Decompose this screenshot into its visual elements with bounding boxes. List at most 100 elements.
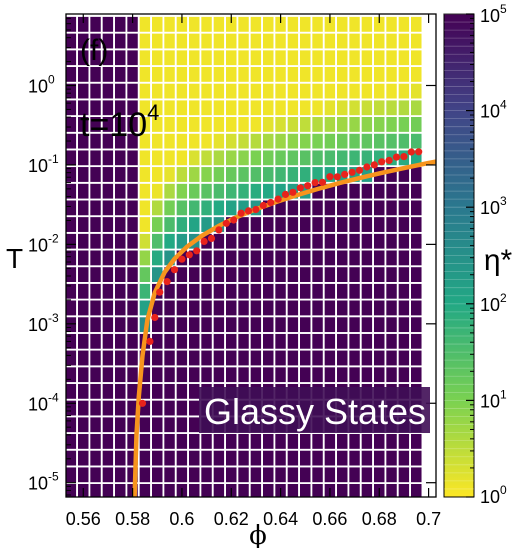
heatmap-cell [310,148,325,168]
heatmap-cell [248,15,264,34]
heatmap-cell [236,432,251,451]
heatmap-cell [100,181,115,201]
heatmap-cell [187,165,202,184]
heatmap-cell [298,165,313,184]
heatmap-cell [347,198,362,218]
heatmap-cell [261,315,276,334]
heatmap-cell [261,298,276,318]
heatmap-cell [187,398,202,418]
heatmap-cell [187,131,202,151]
heatmap-cell [76,448,91,468]
heatmap-cell [372,231,387,251]
heatmap-cell [174,48,190,67]
colorbar-tick-exponent: 3 [500,194,507,208]
heatmap-cell [310,265,325,284]
heatmap-cell [347,48,362,67]
heatmap-cell [187,31,202,51]
heatmap-cell [310,282,325,301]
colorbar-tick-label: 105 [480,2,507,26]
heatmap-cell [298,332,313,351]
colorbar-tick-label: 102 [480,291,507,315]
heatmap-cell [322,48,337,67]
heatmap-cell [236,148,251,168]
heatmap-cell [199,165,214,184]
heatmap-cell [174,81,190,101]
heatmap-cell [359,332,374,351]
heatmap-cell [298,115,313,134]
heatmap-cell [322,198,337,218]
heatmap-cell [88,382,103,401]
heatmap-cell [384,198,399,218]
heatmap-cell [162,332,177,351]
time-label-base: t=10 [80,106,147,144]
heatmap-cell [298,81,313,101]
heatmap-cell [211,165,227,184]
heatmap-cell [347,115,362,134]
heatmap-cell [409,48,424,67]
heatmap-cell [211,131,227,151]
heatmap-cell [285,465,300,485]
heatmap-cell [150,248,165,268]
y-tick-base: 10 [28,235,48,255]
heatmap-cell [372,98,387,117]
heatmap-cell [335,465,350,485]
heatmap-cell [137,15,153,34]
heatmap-cell [236,165,251,184]
scatter-point [348,168,356,176]
heatmap-cell [409,31,424,51]
heatmap-cell [359,181,374,201]
heatmap-cell [396,65,411,84]
heatmap-cell [384,432,399,451]
heatmap-cell [113,315,128,334]
heatmap-cell [372,31,387,51]
heatmap-cell [100,248,115,268]
y-tick-base: 10 [28,76,48,96]
heatmap-cell [76,181,91,201]
heatmap-cell [113,81,128,101]
heatmap-cell [88,315,103,334]
heatmap-cell [322,265,337,284]
heatmap-cell [150,165,165,184]
heatmap-cell [100,198,115,218]
heatmap-cell [113,298,128,318]
heatmap-cell [384,282,399,301]
heatmap-cell [384,98,399,117]
heatmap-cell [187,148,202,168]
heatmap-cell [384,315,399,334]
heatmap-cell [396,48,411,67]
heatmap-cell [409,282,424,301]
colorbar-tick-exponent: 2 [500,291,507,305]
heatmap-cell [298,131,313,151]
heatmap-cell [372,248,387,268]
data-overlay [132,148,436,497]
heatmap-cell [113,181,128,201]
x-axis-label: ϕ [249,521,267,548]
time-label-exponent: 4 [147,100,159,125]
heatmap-cell [162,81,177,101]
heatmap-cell [187,215,202,234]
heatmap-cell [88,448,103,468]
x-tick-label: 0.66 [312,509,347,529]
heatmap-cell [347,248,362,268]
heatmap-cell [76,432,91,451]
heatmap-cell [211,31,227,51]
heatmap-cell [100,148,115,168]
heatmap-cell [298,432,313,451]
heatmap-cell [76,398,91,418]
scatter-point [407,148,415,156]
heatmap-cell [322,315,337,334]
heatmap-cell [174,181,190,201]
heatmap-cell [150,31,165,51]
heatmap-cell [199,298,214,318]
heatmap-cell [409,315,424,334]
scatter-point [341,170,349,178]
heatmap-cell [236,48,251,67]
heatmap-cell [236,332,251,351]
heatmap-cell [372,131,387,151]
heatmap-cell [137,215,153,234]
heatmap-cell [409,298,424,318]
y-tick-exponent: -4 [48,390,59,404]
heatmap-cell [199,348,214,368]
heatmap-cell [298,248,313,268]
heatmap-cell [236,31,251,51]
